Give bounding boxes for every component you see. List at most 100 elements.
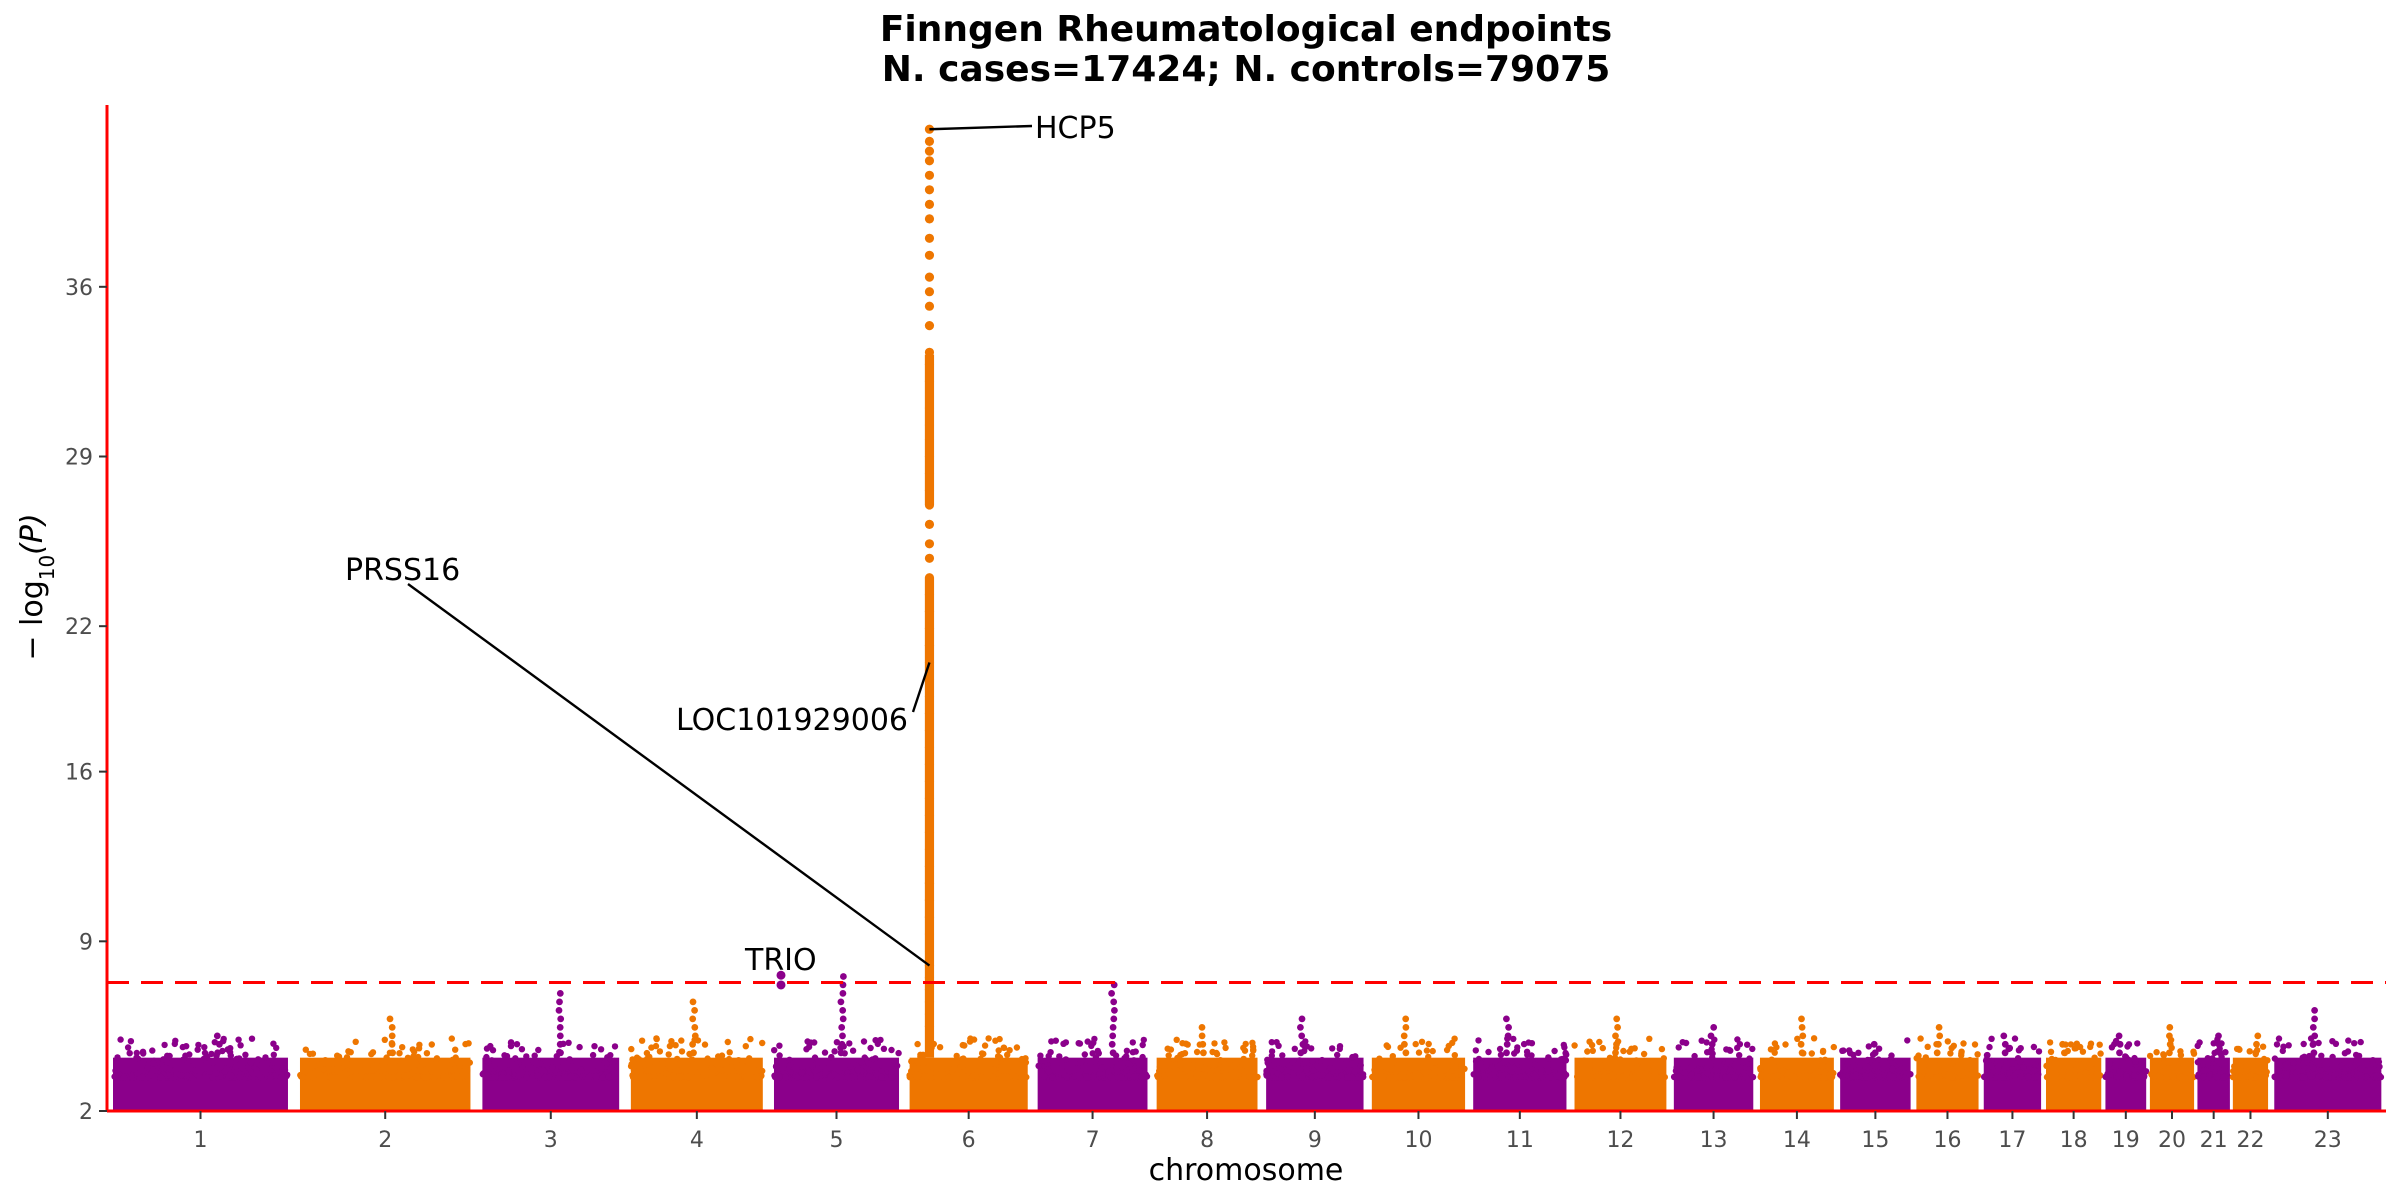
snp-point-chr17 <box>2034 1073 2041 1080</box>
peak-point-chr5 <box>838 1024 846 1031</box>
snp-point-chr11 <box>1545 1055 1553 1063</box>
snp-point-chr6 <box>977 1067 984 1074</box>
snp-point-chr11 <box>1562 1071 1570 1079</box>
snp-point-chr12 <box>1619 1073 1627 1081</box>
snp-point-chr1 <box>232 1063 239 1071</box>
snp-point-chr10 <box>1382 1063 1389 1070</box>
snp-point-chr4 <box>759 1039 766 1047</box>
snp-point-chr12 <box>1633 1065 1640 1072</box>
snp-point-chr9 <box>1278 1073 1285 1081</box>
snp-point-chr7 <box>1105 1068 1113 1075</box>
snp-point-chr6 <box>908 1058 915 1065</box>
snp-point-chr15 <box>1851 1056 1858 1063</box>
snp-point-chr8 <box>1193 1048 1201 1056</box>
snp-point-chr23 <box>2370 1066 2377 1073</box>
snp-point-chr5 <box>877 1036 884 1044</box>
snp-point-chr9 <box>1285 1062 1293 1070</box>
snp-point-chr23 <box>2315 1039 2322 1047</box>
snp-point-chr2 <box>329 1066 337 1073</box>
snp-point-chr23 <box>2322 1073 2329 1081</box>
snp-point-chr23 <box>2292 1073 2299 1081</box>
peak-point-chr2 <box>388 1024 396 1031</box>
gene-label-hcp5: HCP5 <box>1035 111 1116 146</box>
x-tick-label: 15 <box>1861 1128 1889 1153</box>
peak-point-chr17 <box>2000 1032 2008 1040</box>
snp-point-chr2 <box>382 1065 389 1072</box>
snp-point-chr2 <box>399 1044 406 1051</box>
peak-point-chr3 <box>557 1015 565 1023</box>
snp-point-chr15 <box>1856 1063 1863 1070</box>
snp-point-chr1 <box>149 1047 156 1054</box>
snp-point-chr3 <box>589 1051 597 1059</box>
snp-point-chr14 <box>1808 1073 1815 1081</box>
snp-point-chr10 <box>1425 1040 1432 1048</box>
snp-point-chr14 <box>1821 1056 1829 1064</box>
snp-point-chr11 <box>1519 1063 1526 1070</box>
snp-point-chr10 <box>1449 1062 1456 1069</box>
snp-point-chr5 <box>847 1063 854 1070</box>
y-tick-label: 16 <box>65 761 93 786</box>
snp-point-chr16 <box>1974 1072 1982 1079</box>
snp-point-chr21 <box>2222 1049 2229 1056</box>
snp-point-chr3 <box>599 1073 607 1081</box>
snp-point-chr9 <box>1318 1056 1326 1064</box>
snp-point-chr5 <box>866 1067 874 1075</box>
snp-point-chr18 <box>2073 1061 2080 1069</box>
peak-point-chr12 <box>1613 1040 1620 1048</box>
snp-point-chr18 <box>2065 1068 2073 1076</box>
snp-point-chr16 <box>1917 1073 1924 1081</box>
peak-point-chr7 <box>1108 1040 1116 1048</box>
snp-point-chr15 <box>1844 1060 1851 1068</box>
snp-point-chr3 <box>535 1046 542 1054</box>
snp-point-chr11 <box>1496 1045 1504 1053</box>
snp-point-chr15 <box>1888 1052 1895 1059</box>
peak-point-chr21 <box>2215 1040 2223 1048</box>
snp-point-chr9 <box>1357 1062 1364 1069</box>
snp-point-chr16 <box>1946 1065 1953 1073</box>
snp-point-chr12 <box>1638 1064 1646 1072</box>
snp-point-chr6 <box>988 1060 995 1067</box>
snp-point-chr9 <box>1298 1073 1306 1081</box>
snp-point-chr4 <box>629 1056 636 1063</box>
snp-point-chr8 <box>1179 1073 1187 1081</box>
snp-point-chr9 <box>1336 1045 1344 1053</box>
snp-point-chr2 <box>393 1063 400 1070</box>
snp-point-chr23 <box>2318 1052 2325 1060</box>
gene-label-loc101929006: LOC101929006 <box>676 703 908 738</box>
snp-point-chr19 <box>2116 1068 2124 1076</box>
peak-point-chr10 <box>1400 1032 1408 1040</box>
snp-point-chr8 <box>1240 1055 1247 1063</box>
snp-point-chr18 <box>2076 1072 2083 1080</box>
snp-point-chr23 <box>2276 1059 2284 1066</box>
peak-point-chr22 <box>2254 1032 2262 1040</box>
snp-point-chr10 <box>1415 1049 1423 1056</box>
snp-point-chr1 <box>221 1068 229 1075</box>
snp-point-chr22 <box>2264 1057 2271 1064</box>
snp-point-chr7 <box>1045 1052 1052 1060</box>
snp-point-chr17 <box>1997 1060 2004 1067</box>
snp-point-chr5 <box>771 1047 778 1054</box>
snp-point-chr5 <box>846 1040 853 1047</box>
hla-peak-point <box>924 170 935 180</box>
snp-point-chr5 <box>894 1062 901 1070</box>
snp-point-chr5 <box>821 1049 829 1056</box>
snp-point-chr7 <box>1139 1053 1146 1061</box>
snp-point-chr15 <box>1864 1063 1872 1071</box>
snp-point-chr2 <box>390 1073 397 1081</box>
hla-peak-column <box>924 577 935 1058</box>
snp-point-chr7 <box>1139 1041 1146 1049</box>
snp-point-chr5 <box>776 1052 783 1059</box>
snp-point-chr6 <box>1023 1073 1030 1081</box>
peak-point-chr9 <box>1298 1032 1306 1040</box>
snp-point-chr16 <box>1919 1059 1927 1066</box>
snp-point-chr4 <box>660 1060 667 1068</box>
peak-point-chr18 <box>2061 1049 2069 1057</box>
snp-point-chr4 <box>716 1066 723 1073</box>
snp-point-chr1 <box>248 1035 256 1042</box>
snp-point-chr10 <box>1454 1068 1461 1075</box>
snp-point-chr1 <box>262 1054 269 1061</box>
snp-point-chr11 <box>1538 1066 1545 1073</box>
hla-peak-point <box>924 250 935 260</box>
x-tick-label: 7 <box>1086 1128 1100 1153</box>
snp-point-chr5 <box>821 1069 829 1077</box>
